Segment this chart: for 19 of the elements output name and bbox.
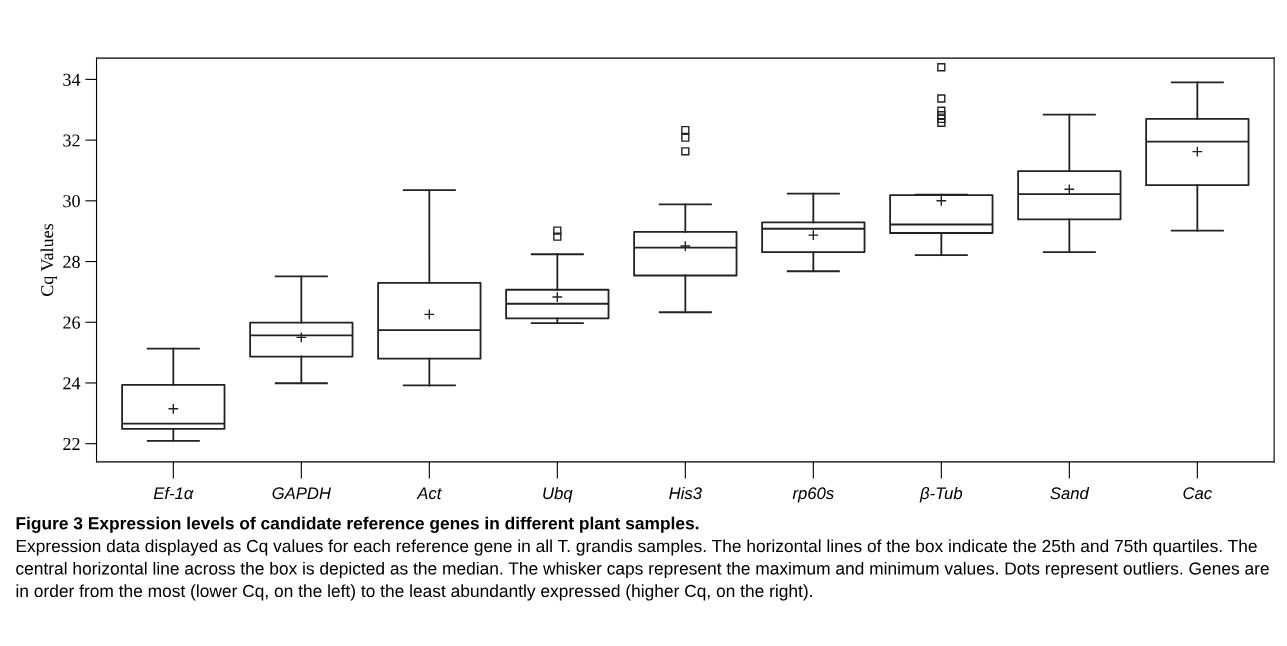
y-axis-title: Cq Values bbox=[40, 223, 57, 296]
y-tick-label: 34 bbox=[63, 73, 81, 86]
y-tick-label: 24 bbox=[63, 377, 81, 390]
y-tick-label: 32 bbox=[63, 134, 80, 147]
x-tick-label: Act bbox=[416, 487, 442, 500]
y-tick-label: 26 bbox=[63, 316, 81, 329]
x-tick-label: His3 bbox=[669, 486, 702, 500]
x-tick-label: rp60s bbox=[792, 487, 834, 503]
text: Expression data displayed as Cq values for each reference gene in all T. grandis samples. The horizontal lines of the box indicate the 25th and 75th quartiles. The central horizontal line across the box is depicted as the median. The whisker caps represent the maximum and minimum values. Dots represent outliers. Genes are in order from the most (lower Cq, on the left) to the least abundantly expressed (higher Cq, on the right). bbox=[16, 539, 1269, 601]
text: Figure 3 Expression levels of candidate reference genes in different plant samples. bbox=[16, 516, 699, 533]
x-tick-label: Ef-1α bbox=[153, 486, 194, 500]
x-tick-label: Cac bbox=[1183, 487, 1212, 500]
x-tick-label: β-Tub bbox=[919, 486, 963, 503]
y-tick-label: 30 bbox=[63, 195, 80, 208]
y-tick-label: 28 bbox=[63, 255, 80, 268]
x-tick-label: Sand bbox=[1050, 486, 1090, 500]
x-tick-label: GAPDH bbox=[272, 487, 331, 500]
x-tick-label: Ubq bbox=[543, 486, 573, 503]
y-tick-label: 22 bbox=[63, 437, 80, 450]
